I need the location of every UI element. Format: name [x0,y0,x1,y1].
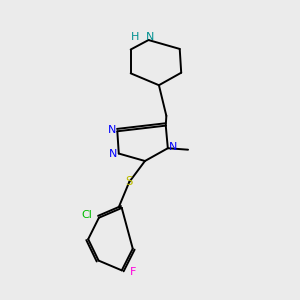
Text: F: F [130,267,136,277]
Text: N: N [169,142,177,152]
Text: S: S [125,175,133,188]
Text: H: H [131,32,140,42]
Text: N: N [146,32,154,42]
Text: N: N [109,149,118,160]
Text: N: N [108,125,116,135]
Text: Cl: Cl [82,210,92,220]
